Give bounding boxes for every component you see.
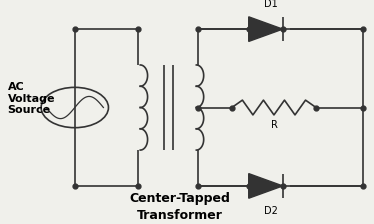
- Polygon shape: [249, 17, 283, 41]
- Text: D1: D1: [264, 0, 278, 9]
- Polygon shape: [249, 174, 283, 198]
- Text: Center-Tapped
Transformer: Center-Tapped Transformer: [129, 192, 230, 222]
- Text: D2: D2: [264, 206, 278, 216]
- Text: R: R: [270, 120, 278, 130]
- Text: AC
Voltage
Source: AC Voltage Source: [7, 82, 55, 115]
